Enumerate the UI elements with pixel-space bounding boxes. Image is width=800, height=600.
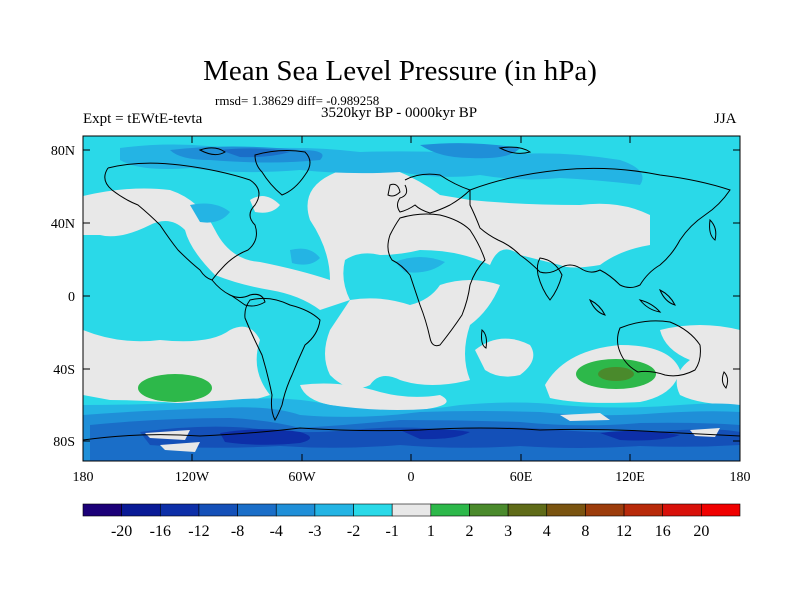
field-positive [138,359,656,402]
colorbar-label-10: 3 [504,523,512,540]
experiment-label: Expt = tEWtE-tevta [83,111,203,127]
pressure-field [83,136,740,461]
stats-line: rmsd= 1.38629 diff= -0.989258 [215,93,380,108]
lon-label-180e: 180 [730,470,751,485]
colorbar-label-3: -8 [231,523,244,540]
colorbar-label-7: -1 [386,523,399,540]
colorbar-label-1: -16 [150,523,171,540]
lon-label-120e: 120E [615,470,645,485]
colorbar-label-9: 2 [465,523,473,540]
colorbar-swatch-7 [353,503,393,517]
colorbar-swatch-12 [546,503,586,517]
colorbar [82,503,741,517]
colorbar-label-8: 1 [427,523,435,540]
colorbar-label-14: 16 [655,523,671,540]
colorbar-swatch-10 [469,503,509,517]
lat-label-40n: 40N [51,217,75,232]
lat-ticks [83,149,740,442]
lat-label-eq: 0 [68,290,75,305]
colorbar-swatch-15 [662,503,702,517]
colorbar-swatch-2 [159,503,200,517]
lon-label-60w: 60W [288,470,316,485]
lon-label-180w: 180 [73,470,94,485]
colorbar-label-6: -2 [347,523,360,540]
lon-label-60e: 60E [510,470,533,485]
colorbar-label-0: -20 [111,523,132,540]
colorbar-label-12: 8 [581,523,589,540]
lat-label-40s: 40S [53,363,75,378]
lat-label-80s: 80S [53,435,75,450]
colorbar-label-5: -3 [308,523,321,540]
colorbar-label-2: -12 [188,523,209,540]
colorbar-swatch-9 [430,503,470,517]
colorbar-swatch-4 [237,503,277,517]
colorbar-swatch-5 [275,503,316,517]
colorbar-label-13: 12 [616,523,632,540]
lon-label-0: 0 [408,470,415,485]
lon-label-120w: 120W [175,470,210,485]
field-neutral [83,156,740,411]
colorbar-label-15: 20 [693,523,709,540]
lon-ticks [82,136,741,461]
colorbar-swatch-6 [314,503,354,517]
season-label: JJA [714,111,737,127]
colorbar-swatch-0 [82,503,122,517]
coastlines [83,146,740,441]
lat-label-80n: 80N [51,144,75,159]
colorbar-swatch-16 [701,503,741,517]
map-title: Mean Sea Level Pressure (in hPa) [203,55,597,87]
colorbar-swatch-11 [507,503,548,517]
colorbar-label-4: -4 [270,523,283,540]
colorbar-label-11: 4 [543,523,551,540]
colorbar-swatch-13 [585,503,625,517]
colorbar-swatch-8 [391,503,432,517]
colorbar-swatch-3 [198,503,238,517]
colorbar-swatch-1 [121,503,161,517]
period-label: 3520kyr BP - 0000kyr BP [321,105,478,121]
colorbar-labels: -20 -16 -12 -8 -4 -3 -2 -1 1 2 3 4 8 12 16 20 [111,523,709,540]
colorbar-swatch-14 [623,503,664,517]
